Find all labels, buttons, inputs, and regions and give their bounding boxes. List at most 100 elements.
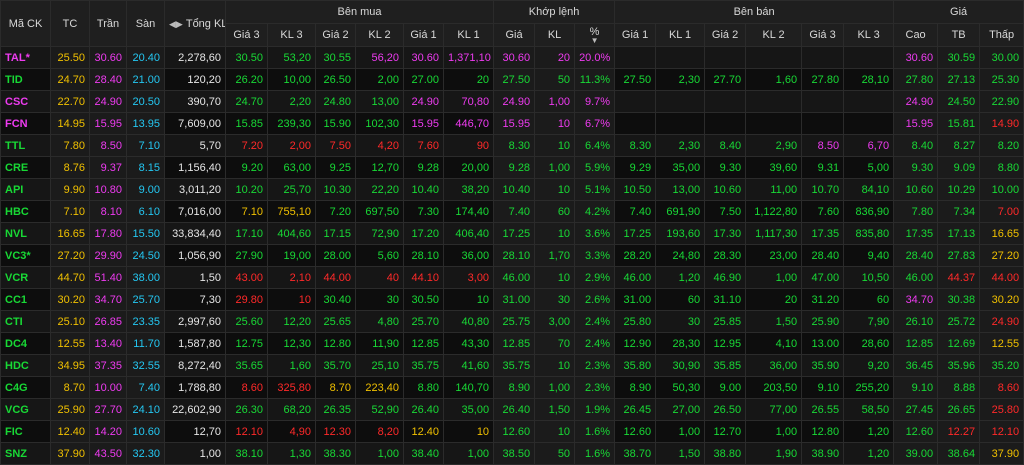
cell-ask-price-3[interactable]: 26.55 — [801, 398, 845, 421]
cell-bid-price-1[interactable]: 28.10 — [403, 244, 444, 267]
cell-bid-price-1[interactable]: 8.80 — [403, 376, 444, 399]
cell-bid-price-1[interactable]: 12.40 — [403, 420, 444, 443]
cell-bid-price-1[interactable]: 17.20 — [403, 222, 444, 245]
header-match-col[interactable]: KL — [534, 23, 576, 47]
cell-bid-price-2[interactable]: 24.80 — [315, 90, 356, 113]
sort-icon[interactable]: ◀▶ — [169, 18, 183, 29]
cell-ask-price-3[interactable]: 27.80 — [801, 68, 845, 91]
cell-ask-price-2[interactable]: 7.50 — [704, 200, 747, 223]
sort-desc-icon[interactable]: ▼ — [590, 36, 599, 45]
cell-bid-price-3[interactable]: 17.10 — [225, 222, 268, 245]
cell-ask-price-1[interactable]: 7.40 — [614, 200, 657, 223]
cell-symbol[interactable]: DC4 — [0, 332, 51, 355]
header-match-col[interactable]: Giá — [493, 23, 536, 47]
cell-ask-price-3[interactable] — [801, 46, 845, 69]
cell-bid-price-1[interactable]: 35.75 — [403, 354, 444, 377]
cell-ask-price-1[interactable]: 17.25 — [614, 222, 657, 245]
cell-ask-price-3[interactable]: 28.40 — [801, 244, 845, 267]
cell-ask-price-2[interactable] — [704, 46, 747, 69]
table-row[interactable]: API 9.90 10.80 9.00 3,011,20 10.20 25,70 10.30 2… — [0, 178, 1024, 201]
table-row[interactable]: TTL 7.80 8.50 7.10 5,70 7.20 2,00 7.50 4,20 7.60 9… — [0, 134, 1024, 157]
cell-bid-price-1[interactable]: 15.95 — [403, 112, 444, 135]
table-row[interactable]: C4G 8.70 10.00 7.40 1,788,80 8.60 325,80 8.70 22… — [0, 376, 1024, 399]
table-row[interactable]: TID 24.70 28.40 21.00 120,20 26.20 10,00 26.50 2… — [0, 68, 1024, 91]
cell-bid-price-2[interactable]: 15.90 — [315, 112, 356, 135]
cell-symbol[interactable]: TTL — [0, 134, 51, 157]
cell-symbol[interactable]: CRE — [0, 156, 51, 179]
cell-ask-price-2[interactable]: 46.90 — [704, 266, 747, 289]
cell-bid-price-3[interactable]: 25.60 — [225, 310, 268, 333]
table-row[interactable]: CSC 22.70 24.90 20.50 390,70 24.70 2,20 24.80 13… — [0, 90, 1024, 113]
table-row[interactable]: SNZ 37.90 43.50 32.30 1,00 38.10 1,30 38.30 1,00… — [0, 442, 1024, 465]
cell-ask-price-2[interactable]: 9.00 — [704, 376, 747, 399]
cell-bid-price-3[interactable]: 26.30 — [225, 398, 268, 421]
header-price-col[interactable]: TB — [937, 23, 981, 47]
cell-symbol[interactable]: FIC — [0, 420, 51, 443]
cell-bid-price-2[interactable]: 38.30 — [315, 442, 356, 465]
cell-bid-price-3[interactable]: 30.50 — [225, 46, 268, 69]
cell-symbol[interactable]: HDC — [0, 354, 51, 377]
cell-bid-price-3[interactable]: 9.20 — [225, 156, 268, 179]
cell-ask-price-3[interactable]: 13.00 — [801, 332, 845, 355]
header-floor[interactable]: Sàn — [126, 0, 165, 47]
cell-ask-price-1[interactable]: 28.20 — [614, 244, 657, 267]
header-buy-col[interactable]: Giá 1 — [403, 23, 444, 47]
cell-ask-price-3[interactable]: 25.90 — [801, 310, 845, 333]
header-ceiling[interactable]: Trần — [89, 0, 127, 47]
header-sell-col[interactable]: Giá 2 — [704, 23, 747, 47]
cell-bid-price-2[interactable]: 26.35 — [315, 398, 356, 421]
cell-ask-price-1[interactable] — [614, 46, 657, 69]
cell-ask-price-1[interactable]: 38.70 — [614, 442, 657, 465]
header-sell-col[interactable]: Giá 3 — [801, 23, 845, 47]
table-row[interactable]: TAL* 25.50 30.60 20.40 2,278,60 30.50 53,20 30.… — [0, 46, 1024, 69]
cell-ask-price-1[interactable]: 12.60 — [614, 420, 657, 443]
cell-bid-price-2[interactable]: 44.00 — [315, 266, 356, 289]
cell-ask-price-1[interactable]: 10.50 — [614, 178, 657, 201]
cell-ask-price-2[interactable]: 35.85 — [704, 354, 747, 377]
cell-ask-price-2[interactable] — [704, 112, 747, 135]
cell-ask-price-2[interactable]: 38.80 — [704, 442, 747, 465]
cell-bid-price-2[interactable]: 7.50 — [315, 134, 356, 157]
cell-ask-price-1[interactable]: 12.90 — [614, 332, 657, 355]
cell-ask-price-3[interactable]: 9.31 — [801, 156, 845, 179]
cell-bid-price-2[interactable]: 10.30 — [315, 178, 356, 201]
cell-bid-price-1[interactable]: 27.00 — [403, 68, 444, 91]
cell-ask-price-3[interactable]: 8.50 — [801, 134, 845, 157]
cell-ask-price-2[interactable]: 26.50 — [704, 398, 747, 421]
cell-ask-price-3[interactable] — [801, 112, 845, 135]
cell-bid-price-2[interactable]: 30.55 — [315, 46, 356, 69]
cell-symbol[interactable]: VCG — [0, 398, 51, 421]
cell-ask-price-2[interactable]: 25.85 — [704, 310, 747, 333]
header-sell-col[interactable]: KL 1 — [655, 23, 706, 47]
cell-symbol[interactable]: CTI — [0, 310, 51, 333]
header-buy-col[interactable]: Giá 2 — [315, 23, 356, 47]
cell-ask-price-3[interactable]: 9.10 — [801, 376, 845, 399]
cell-bid-price-2[interactable]: 17.15 — [315, 222, 356, 245]
cell-bid-price-3[interactable]: 27.90 — [225, 244, 268, 267]
cell-ask-price-3[interactable]: 7.60 — [801, 200, 845, 223]
cell-bid-price-3[interactable]: 43.00 — [225, 266, 268, 289]
table-row[interactable]: VC3* 27.20 29.90 24.50 1,056,90 27.90 19,00 28.… — [0, 244, 1024, 267]
header-total-volume[interactable]: ◀▶ Tổng KL — [164, 0, 226, 47]
cell-bid-price-2[interactable]: 7.20 — [315, 200, 356, 223]
cell-ask-price-1[interactable]: 26.45 — [614, 398, 657, 421]
cell-symbol[interactable]: TAL* — [0, 46, 51, 69]
cell-ask-price-2[interactable] — [704, 90, 747, 113]
cell-bid-price-2[interactable]: 35.70 — [315, 354, 356, 377]
header-symbol[interactable]: Mã CK — [0, 0, 51, 47]
table-row[interactable]: HDC 34.95 37.35 32.55 8,272,40 35.65 1,60 35.70… — [0, 354, 1024, 377]
header-ref[interactable]: TC — [50, 0, 90, 47]
table-row[interactable]: FIC 12.40 14.20 10.60 12,70 12.10 4,90 12.30 8,2… — [0, 420, 1024, 443]
table-row[interactable]: DC4 12.55 13.40 11.70 1,587,80 12.75 12,30 12.8… — [0, 332, 1024, 355]
cell-ask-price-2[interactable]: 10.60 — [704, 178, 747, 201]
cell-ask-price-3[interactable]: 17.35 — [801, 222, 845, 245]
cell-bid-price-2[interactable]: 26.50 — [315, 68, 356, 91]
table-row[interactable]: VCG 25.90 27.70 24.10 22,602,90 26.30 68,20 26.… — [0, 398, 1024, 421]
cell-bid-price-3[interactable]: 12.10 — [225, 420, 268, 443]
cell-bid-price-3[interactable]: 24.70 — [225, 90, 268, 113]
cell-symbol[interactable]: HBC — [0, 200, 51, 223]
header-buy-col[interactable]: KL 2 — [355, 23, 404, 47]
cell-bid-price-3[interactable]: 29.80 — [225, 288, 268, 311]
cell-ask-price-1[interactable]: 8.30 — [614, 134, 657, 157]
cell-ask-price-3[interactable]: 38.90 — [801, 442, 845, 465]
